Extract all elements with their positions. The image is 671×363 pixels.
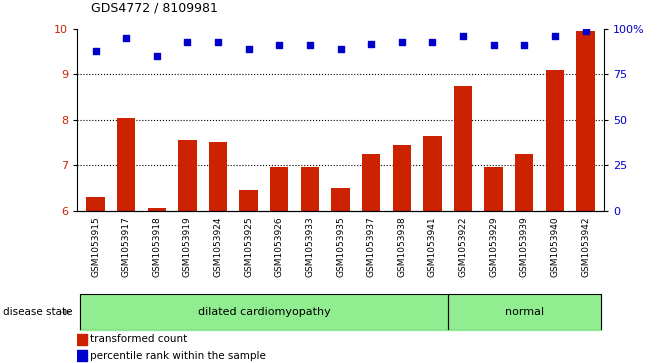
Point bbox=[488, 42, 499, 48]
Bar bbox=[87, 197, 105, 211]
Text: GSM1053924: GSM1053924 bbox=[213, 216, 223, 277]
Point bbox=[397, 39, 407, 45]
Point bbox=[580, 28, 591, 34]
Bar bbox=[270, 167, 289, 211]
Bar bbox=[454, 86, 472, 211]
Bar bbox=[484, 167, 503, 211]
Bar bbox=[77, 350, 87, 362]
Text: disease state: disease state bbox=[3, 307, 73, 317]
Point bbox=[152, 53, 162, 59]
Point bbox=[182, 39, 193, 45]
Bar bbox=[240, 190, 258, 211]
Text: GSM1053942: GSM1053942 bbox=[581, 216, 590, 277]
Bar bbox=[209, 143, 227, 211]
Point bbox=[366, 41, 376, 46]
Point bbox=[335, 46, 346, 52]
Bar bbox=[546, 70, 564, 211]
Point bbox=[427, 39, 437, 45]
Text: GSM1053937: GSM1053937 bbox=[366, 216, 376, 277]
Point bbox=[213, 39, 223, 45]
Text: GSM1053925: GSM1053925 bbox=[244, 216, 253, 277]
Point bbox=[274, 42, 285, 48]
Bar bbox=[178, 140, 197, 211]
Text: GDS4772 / 8109981: GDS4772 / 8109981 bbox=[91, 1, 217, 15]
Text: GSM1053918: GSM1053918 bbox=[152, 216, 161, 277]
Point bbox=[519, 42, 529, 48]
Bar bbox=[117, 118, 136, 211]
Text: GSM1053917: GSM1053917 bbox=[121, 216, 131, 277]
Bar bbox=[362, 154, 380, 211]
Text: GSM1053935: GSM1053935 bbox=[336, 216, 345, 277]
Bar bbox=[331, 188, 350, 211]
Bar bbox=[81, 294, 448, 330]
Point bbox=[458, 33, 468, 39]
Bar bbox=[148, 208, 166, 211]
Point bbox=[305, 42, 315, 48]
Text: GSM1053940: GSM1053940 bbox=[550, 216, 560, 277]
Text: GSM1053926: GSM1053926 bbox=[275, 216, 284, 277]
Text: GSM1053939: GSM1053939 bbox=[520, 216, 529, 277]
Bar bbox=[448, 294, 601, 330]
Bar bbox=[515, 154, 533, 211]
Point bbox=[550, 33, 560, 39]
Text: percentile rank within the sample: percentile rank within the sample bbox=[91, 351, 266, 361]
Point bbox=[244, 46, 254, 52]
Bar bbox=[393, 145, 411, 211]
Text: normal: normal bbox=[505, 307, 544, 317]
Point bbox=[121, 35, 132, 41]
Text: GSM1053938: GSM1053938 bbox=[397, 216, 406, 277]
Bar bbox=[576, 31, 595, 211]
Bar bbox=[301, 167, 319, 211]
Bar bbox=[423, 136, 442, 211]
Text: GSM1053941: GSM1053941 bbox=[428, 216, 437, 277]
Text: GSM1053922: GSM1053922 bbox=[458, 216, 468, 277]
Text: GSM1053933: GSM1053933 bbox=[305, 216, 315, 277]
Text: GSM1053929: GSM1053929 bbox=[489, 216, 498, 277]
Text: dilated cardiomyopathy: dilated cardiomyopathy bbox=[197, 307, 330, 317]
Text: transformed count: transformed count bbox=[91, 334, 188, 344]
Point bbox=[90, 48, 101, 54]
Text: GSM1053915: GSM1053915 bbox=[91, 216, 100, 277]
Bar bbox=[77, 334, 87, 345]
Text: GSM1053919: GSM1053919 bbox=[183, 216, 192, 277]
